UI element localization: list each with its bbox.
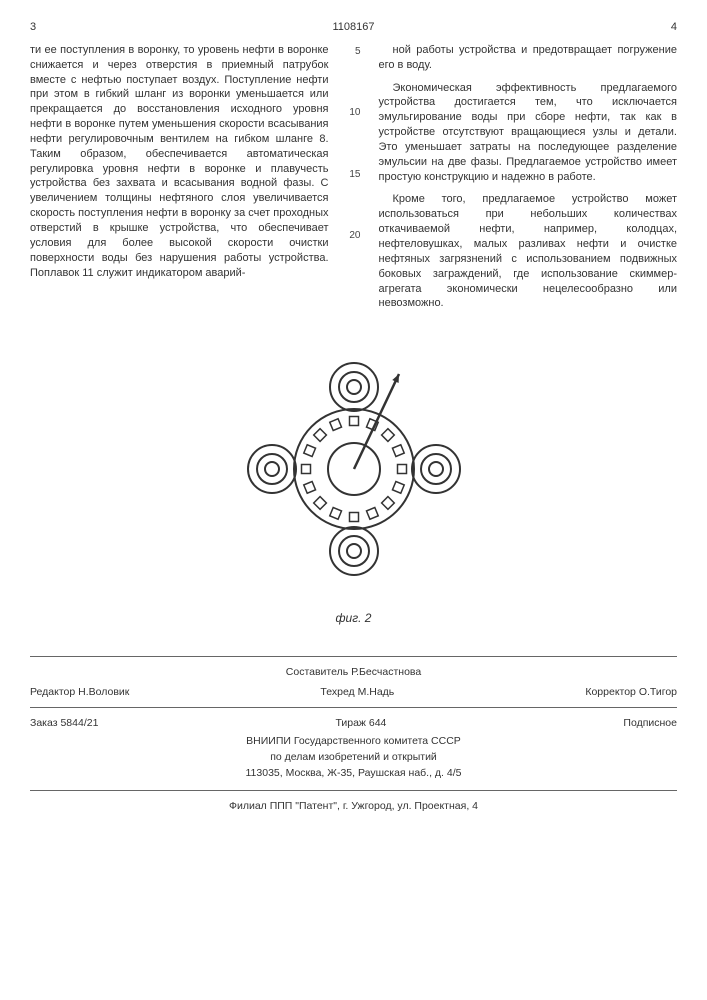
divider xyxy=(30,790,677,791)
subscription: Подписное xyxy=(623,716,677,730)
imprint-author: Составитель Р.Бесчастнова xyxy=(30,665,677,681)
page-header: 3 1108167 4 xyxy=(30,20,677,35)
tech-editor: Техред М.Надь xyxy=(320,685,394,699)
figure-label: фиг. 2 xyxy=(30,610,677,626)
doc-number: 1108167 xyxy=(332,20,374,35)
page-num-left: 3 xyxy=(30,20,36,35)
imprint-credits: Редактор Н.Воловик Техред М.Надь Коррект… xyxy=(30,685,677,699)
page-num-right: 4 xyxy=(671,20,677,35)
text-columns: ти ее поступления в воронку, то уровень … xyxy=(30,43,677,319)
corrector: Корректор О.Тигор xyxy=(585,685,677,699)
order-num: Заказ 5844/21 xyxy=(30,716,98,730)
org-addr: 113035, Москва, Ж-35, Раушская наб., д. … xyxy=(30,766,677,782)
line-numbers: 5101520 xyxy=(347,43,361,319)
editor: Редактор Н.Воловик xyxy=(30,685,129,699)
filial: Филиал ППП "Патент", г. Ужгород, ул. Про… xyxy=(30,799,677,815)
right-column: ной работы устройства и предотвращает по… xyxy=(379,43,678,319)
divider xyxy=(30,707,677,708)
imprint-order: Заказ 5844/21 Тираж 644 Подписное xyxy=(30,716,677,730)
left-column: ти ее поступления в воронку, то уровень … xyxy=(30,43,329,319)
org-line1: ВНИИПИ Государственного комитета СССР xyxy=(30,734,677,750)
device-diagram xyxy=(224,339,484,599)
tirage: Тираж 644 xyxy=(335,716,386,730)
org-line2: по делам изобретений и открытий xyxy=(30,750,677,766)
divider xyxy=(30,656,677,657)
figure-2: фиг. 2 xyxy=(30,339,677,626)
